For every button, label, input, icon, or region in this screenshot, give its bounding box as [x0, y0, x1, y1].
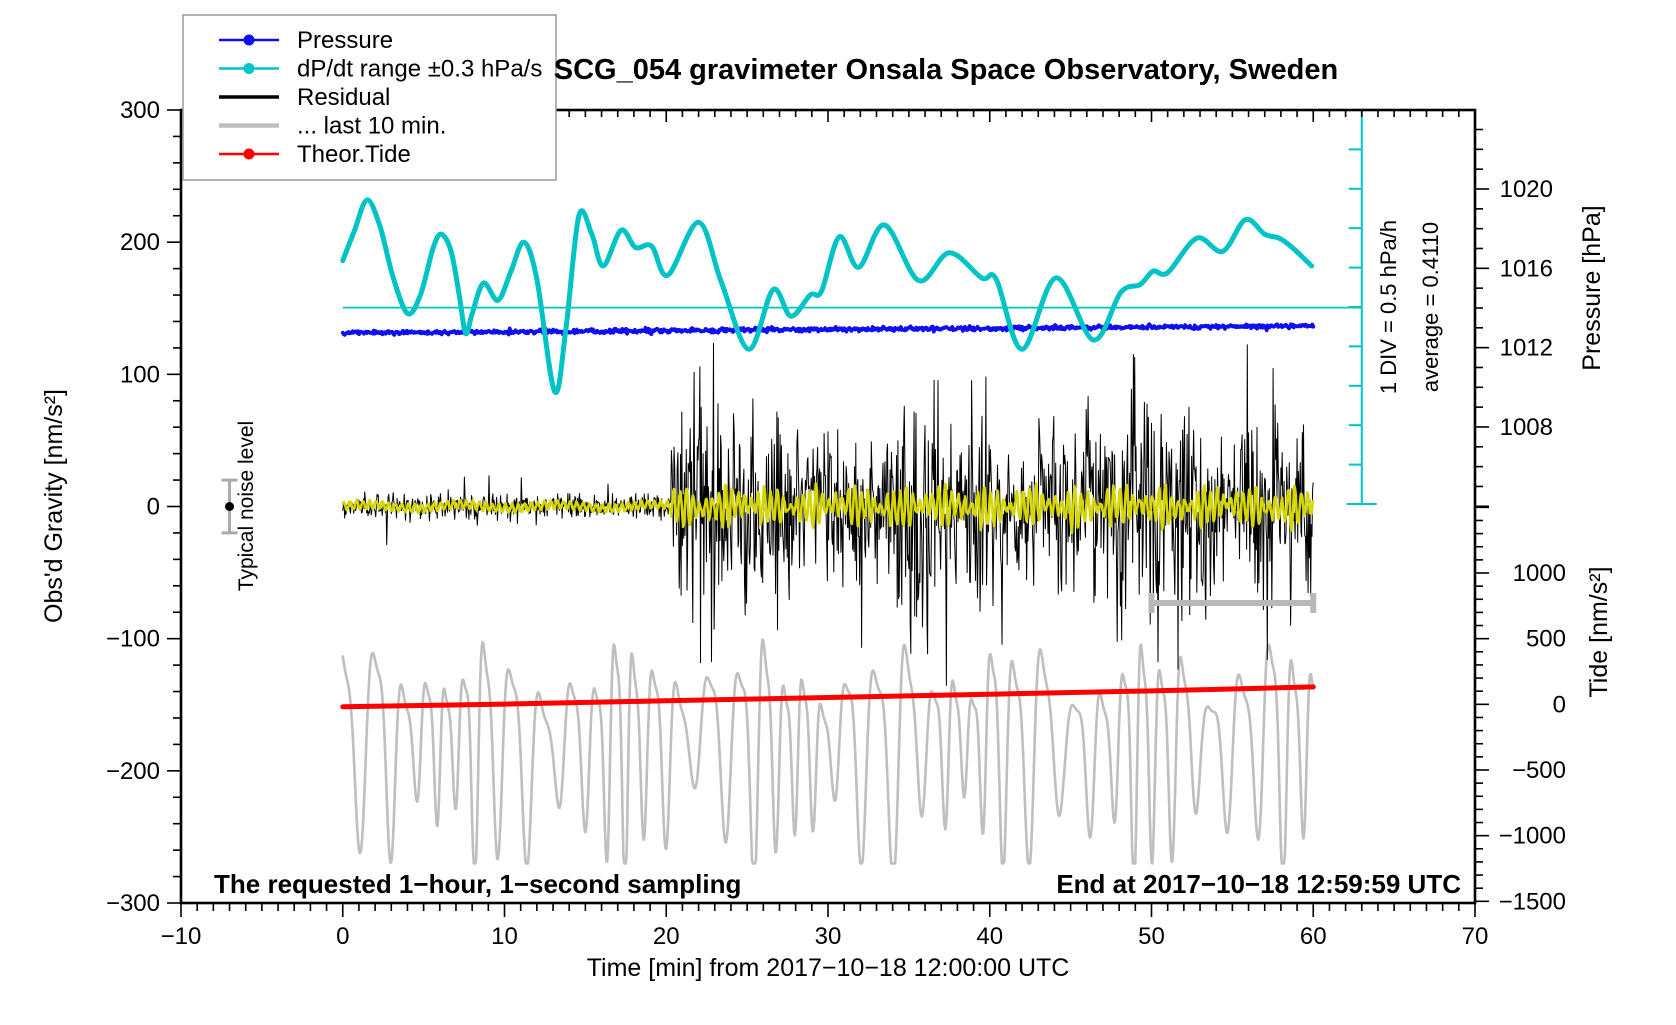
x-tick-label: 20 [653, 923, 680, 950]
sampling-note: The requested 1−hour, 1−second sampling [214, 869, 741, 899]
tide-tick-label: −500 [1512, 757, 1566, 784]
x-axis-title: Time [min] from 2017−10−18 12:00:00 UTC [587, 954, 1070, 982]
tide-tick-label: −1500 [1499, 888, 1566, 915]
last10-series-line [341, 638, 1315, 865]
legend-item: Theor.Tide [219, 141, 411, 168]
gravity-tick-label: −300 [106, 890, 160, 917]
x-tick-label: 70 [1462, 923, 1489, 950]
pressure-tick-label: 1008 [1500, 414, 1553, 441]
x-tick-label: 0 [336, 923, 349, 950]
pressure-tick-label: 1020 [1500, 176, 1553, 203]
noise-level-label: Typical noise level [235, 421, 258, 591]
div-scale-label: 1 DIV = 0.5 hPa/h [1376, 220, 1401, 394]
tide-tick-label: 0 [1553, 691, 1566, 718]
noise-level-marker [221, 478, 238, 535]
pressure-series-line [340, 322, 1316, 337]
pressure-tick-label: 1016 [1500, 255, 1553, 282]
dpdt-series-line [340, 197, 1315, 396]
x-tick-label: 30 [815, 923, 842, 950]
x-tick-label: 60 [1300, 923, 1327, 950]
legend-label: Pressure [297, 27, 393, 54]
legend-label: Theor.Tide [297, 141, 411, 168]
gravity-tick-label: −200 [106, 758, 160, 785]
legend-item: Residual [219, 84, 390, 111]
axis-layer: −10 0 10 20 30 40 50 60 70−300−200−1000100200300… [106, 97, 1566, 950]
residual-filtered-line [341, 482, 1315, 535]
tide-axis-title: Tide [nm/s²] [1585, 566, 1613, 697]
x-tick-label: −10 [161, 923, 202, 950]
tide-series-line [340, 684, 1316, 710]
x-tick-label: 40 [976, 923, 1003, 950]
last10-scalebar [1148, 592, 1317, 613]
legend-item: ... last 10 min. [219, 113, 446, 140]
pressure-tick-label: 1012 [1500, 335, 1553, 362]
left-axis-title: Obs'd Gravity [nm/s²] [40, 389, 68, 623]
legend-dot-marker [243, 148, 255, 160]
div-scalebar [1346, 108, 1377, 505]
tide-tick-label: 500 [1526, 626, 1566, 653]
series-layer [340, 197, 1362, 865]
pressure-axis-title: Pressure [hPa] [1578, 205, 1606, 370]
gravity-tick-label: 0 [147, 494, 160, 521]
legend-item: dP/dt range ±0.3 hPa/s [219, 56, 542, 83]
gravity-tick-label: 200 [120, 229, 160, 256]
gravity-tick-label: 100 [120, 361, 160, 388]
gravity-tick-label: 300 [120, 97, 160, 124]
gravity-tick-label: −100 [106, 626, 160, 653]
average-value-label: average = 0.4110 [1418, 222, 1443, 392]
end-time-note: End at 2017−10−18 12:59:59 UTC [1056, 869, 1461, 899]
legend-dot-marker [243, 34, 255, 46]
legend-label: Residual [297, 84, 390, 111]
x-tick-label: 10 [491, 923, 518, 950]
legend-label: ... last 10 min. [297, 113, 446, 140]
tide-tick-label: −1000 [1499, 823, 1566, 850]
legend-label: dP/dt range ±0.3 hPa/s [297, 56, 542, 83]
chart-title: SCG_054 gravimeter Onsala Space Observat… [554, 54, 1338, 86]
legend-item: Pressure [219, 27, 393, 54]
tide-tick-label: 1000 [1513, 560, 1566, 587]
x-tick-label: 50 [1138, 923, 1165, 950]
legend-dot-marker [243, 63, 255, 74]
